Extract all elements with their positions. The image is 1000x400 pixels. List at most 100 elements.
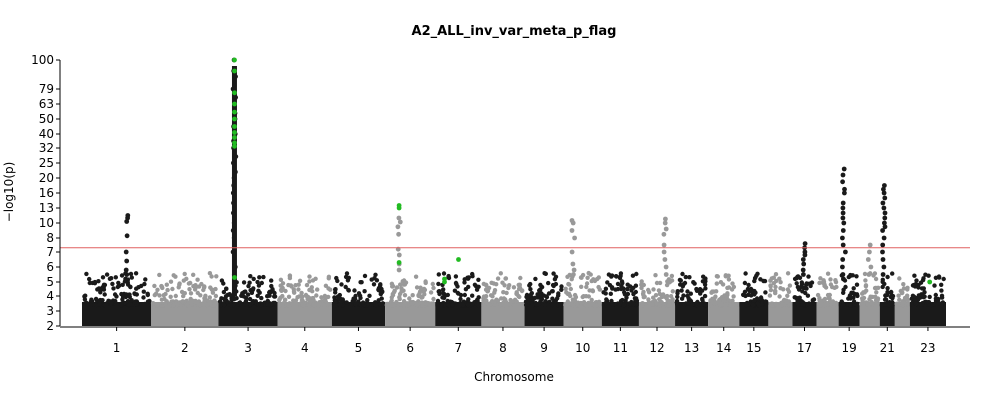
snp-point xyxy=(609,273,615,278)
snp-point xyxy=(426,301,431,306)
snp-point xyxy=(113,298,118,304)
snp-point xyxy=(538,282,543,288)
snp-point xyxy=(578,300,584,306)
snp-point xyxy=(926,273,931,278)
snp-point xyxy=(499,296,504,301)
snp-point xyxy=(250,300,255,305)
snp-point xyxy=(307,274,312,279)
snp-point xyxy=(590,289,596,294)
snp-point xyxy=(187,287,192,292)
snp-point xyxy=(870,301,875,306)
snp-point xyxy=(401,302,406,308)
highlighted-point xyxy=(232,90,237,96)
snp-point xyxy=(419,300,425,305)
snp-point xyxy=(828,282,834,287)
peak-point xyxy=(397,219,403,225)
snp-point xyxy=(886,302,891,308)
snp-point xyxy=(235,302,240,307)
snp-point xyxy=(850,290,856,296)
snp-point xyxy=(827,292,832,298)
snp-point xyxy=(795,300,800,306)
snp-point xyxy=(213,286,218,292)
snp-point xyxy=(133,271,139,276)
snp-point xyxy=(694,286,699,292)
snp-point xyxy=(613,287,618,292)
y-tick-label: 79 xyxy=(39,82,54,96)
snp-point xyxy=(255,279,260,285)
snp-point xyxy=(860,291,865,296)
snp-point xyxy=(741,292,746,298)
snp-point xyxy=(885,286,890,291)
snp-point xyxy=(333,287,338,292)
snp-point xyxy=(699,302,704,307)
snp-point xyxy=(127,302,133,307)
snp-point xyxy=(299,297,305,303)
snp-point xyxy=(170,286,175,292)
snp-point xyxy=(661,292,666,297)
snp-point xyxy=(777,294,782,299)
snp-point xyxy=(734,302,740,307)
peak-point xyxy=(396,231,401,237)
peak-point xyxy=(867,249,872,255)
snp-point xyxy=(726,277,732,282)
snp-point xyxy=(476,302,481,308)
snp-point xyxy=(859,296,865,301)
snp-point xyxy=(817,298,822,303)
snp-point xyxy=(872,285,878,291)
peak-point xyxy=(840,210,846,216)
snp-point xyxy=(818,302,824,308)
peak-point xyxy=(866,272,872,277)
snp-point xyxy=(596,284,601,290)
snp-point xyxy=(754,273,759,278)
x-tick-label: 8 xyxy=(499,341,507,355)
snp-point xyxy=(753,290,758,295)
snp-point xyxy=(854,292,860,297)
snp-point xyxy=(155,302,160,308)
peak-point xyxy=(124,272,130,277)
snp-point xyxy=(307,299,313,304)
snp-point xyxy=(771,281,777,286)
snp-point xyxy=(152,283,157,289)
snp-point xyxy=(905,293,910,298)
peak-point xyxy=(868,264,874,270)
snp-point xyxy=(710,300,715,305)
snp-point xyxy=(921,286,926,291)
snp-point xyxy=(143,277,148,282)
snp-point xyxy=(212,298,217,303)
snp-point xyxy=(285,302,291,308)
snp-point xyxy=(777,276,782,281)
snp-point xyxy=(256,283,262,288)
snp-point xyxy=(102,302,107,308)
peak-point xyxy=(867,242,873,248)
snp-point xyxy=(394,285,400,290)
snp-point xyxy=(184,276,189,281)
snp-point xyxy=(141,289,146,294)
highlighted-point xyxy=(396,260,402,265)
snp-point xyxy=(617,302,622,308)
snp-point xyxy=(323,283,329,288)
highlighted-point xyxy=(232,101,237,107)
peak-point xyxy=(661,231,667,237)
snp-point xyxy=(380,301,385,306)
peak-point xyxy=(571,272,576,277)
snp-point xyxy=(634,298,640,303)
snp-point xyxy=(551,271,556,276)
snp-point xyxy=(805,293,811,298)
snp-point xyxy=(699,288,705,293)
snp-point xyxy=(914,278,919,283)
snp-point xyxy=(399,289,404,294)
snp-point xyxy=(585,275,590,280)
snp-point xyxy=(171,273,176,278)
highlighted-point xyxy=(232,57,237,63)
snp-point xyxy=(550,282,556,288)
snp-point xyxy=(888,294,893,300)
snp-point xyxy=(688,291,693,296)
snp-point xyxy=(498,271,503,276)
point-cloud-chr18 xyxy=(816,302,839,326)
snp-point xyxy=(675,289,680,294)
peak-point xyxy=(663,272,669,277)
peak-point xyxy=(882,224,888,230)
snp-point xyxy=(96,302,102,307)
snp-point xyxy=(569,277,574,282)
snp-point xyxy=(389,281,395,286)
